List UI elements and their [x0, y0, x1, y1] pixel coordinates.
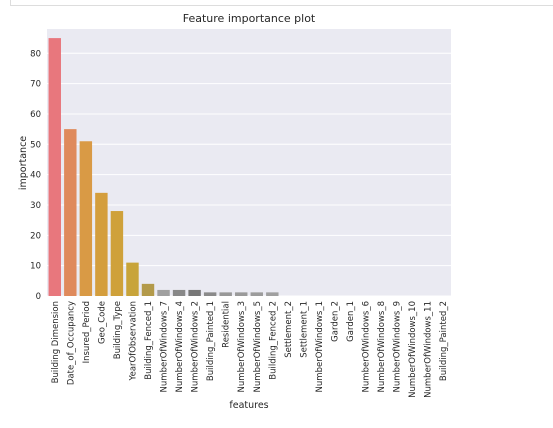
x-tick-label: NumberOfWindows_7: [160, 301, 170, 392]
y-tick-label: 10: [30, 262, 41, 272]
x-tick-label: Settlement_2: [284, 301, 294, 358]
bar: [203, 292, 217, 296]
bar: [48, 38, 61, 297]
bar: [95, 192, 108, 296]
x-tick-label: NumberOfWindows_2: [191, 301, 201, 392]
notebook-cell-border: [10, 0, 553, 6]
bar: [157, 289, 170, 296]
x-tick-label: Garden_1: [346, 301, 356, 342]
y-tick-label: 20: [30, 231, 41, 241]
y-tick-label: 40: [30, 171, 41, 181]
bar: [235, 292, 248, 296]
bar: [110, 211, 124, 296]
y-axis-label: importance: [18, 136, 29, 190]
bar: [266, 292, 279, 296]
x-tick-label: Residential: [222, 301, 232, 348]
x-tick-label: NumberOfWindows_9: [393, 301, 403, 392]
x-tick-label: Building_Fenced_1: [144, 301, 154, 380]
y-tick-label: 60: [30, 110, 41, 120]
bar: [219, 292, 232, 296]
x-tick-label: NumberOfWindows_4: [175, 301, 185, 392]
x-tick-label: NumberOfWindows_1: [315, 301, 325, 392]
x-tick-label: NumberOfWindows_10: [408, 301, 418, 398]
grid-lines: [47, 52, 451, 297]
x-axis-label: features: [229, 400, 268, 411]
bar: [188, 289, 201, 296]
bar: [79, 141, 93, 296]
x-tick-label: Building Dimension: [51, 301, 61, 383]
x-tick-label: NumberOfWindows_6: [362, 301, 372, 392]
x-tick-label: Date_of_Occupancy: [66, 301, 76, 385]
x-tick-label: Insured_Period: [82, 301, 92, 363]
x-tick-label: NumberOfWindows_8: [377, 301, 387, 392]
bar: [126, 262, 139, 296]
y-tick-labels: 0 10 20 30 40 50 60 70 80: [30, 49, 41, 302]
x-tick-label: Geo_Code: [97, 301, 107, 344]
chart-title: Feature importance plot: [183, 12, 316, 25]
x-tick-label: Settlement_1: [299, 301, 309, 358]
bar: [250, 292, 263, 296]
x-tick-label: YearOfObservation: [128, 301, 138, 381]
x-tick-label: Garden_2: [330, 301, 340, 342]
x-tick-label: NumberOfWindows_5: [253, 301, 263, 392]
x-tick-label: Building_Fenced_2: [268, 301, 278, 380]
y-tick-label: 0: [36, 292, 41, 302]
x-tick-label: NumberOfWindows_3: [237, 301, 247, 392]
bar: [172, 289, 186, 296]
x-tick-label: Building_Painted_2: [439, 301, 449, 381]
y-tick-label: 70: [30, 80, 41, 90]
y-tick-label: 50: [30, 140, 41, 150]
x-tick-labels: Building Dimension Date_of_Occupancy Insur…: [51, 301, 449, 398]
y-tick-label: 80: [30, 49, 41, 59]
x-tick-label: NumberOfWindows_11: [424, 301, 434, 398]
x-tick-label: Building_Painted_1: [206, 301, 216, 381]
bar: [141, 283, 155, 296]
y-tick-label: 30: [30, 201, 41, 211]
x-tick-label: Building_Type: [113, 301, 123, 359]
bars: [48, 38, 279, 297]
bar: [64, 129, 77, 296]
